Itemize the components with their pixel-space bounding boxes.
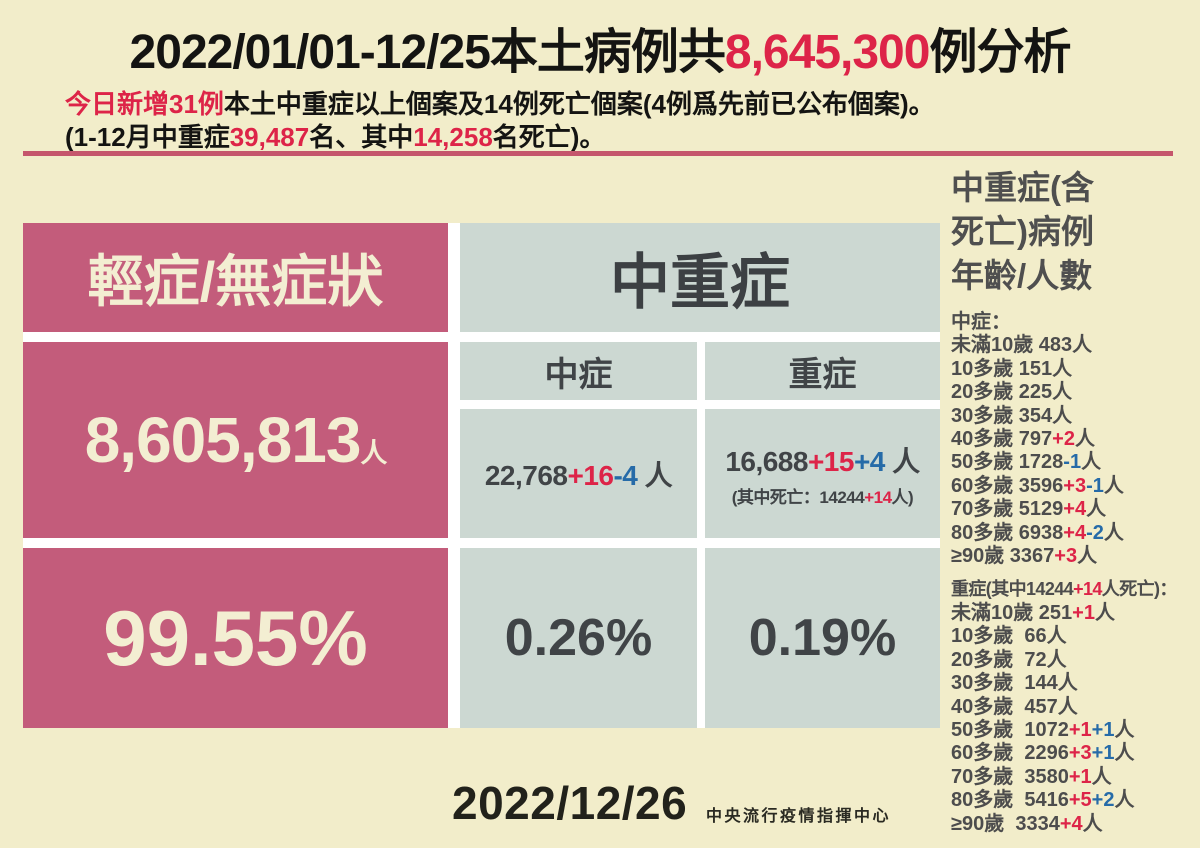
age-row: 10多歲 66人 bbox=[951, 625, 1067, 648]
age-row: 40多歲 457人 bbox=[951, 695, 1078, 718]
severe-count-value: 16,688+15+4 人 bbox=[725, 445, 920, 477]
moderate-age-list: 未滿10歲 483人 10多歲 151人 20多歲 225人 30多歲 354人… bbox=[951, 334, 1197, 568]
age-row: 60多歲 2296+3+1人 bbox=[951, 742, 1135, 765]
moderate-count-box: 22,768+16-4 人 bbox=[460, 409, 697, 538]
age-row: 40多歲 797+2人 bbox=[951, 428, 1095, 451]
age-breakdown-panel: 中重症(含 死亡)病例 年齡/人數 中症： 未滿10歲 483人 10多歲 15… bbox=[951, 166, 1197, 836]
age-row: ≥90歲 3334+4人 bbox=[951, 812, 1103, 835]
severe-percent-box: 0.19% bbox=[705, 548, 940, 728]
age-row: 20多歲 225人 bbox=[951, 381, 1073, 404]
moderate-label: 中症 bbox=[544, 355, 613, 394]
age-row: 10多歲 151人 bbox=[951, 357, 1073, 380]
age-row: 80多歲 6938+4-2人 bbox=[951, 521, 1124, 544]
age-row: 20多歲 72人 bbox=[951, 648, 1067, 671]
severe-age-list: 未滿10歲 251+1人 10多歲 66人 20多歲 72人 30多歲 144人… bbox=[951, 602, 1197, 836]
mild-percent-box: 99.55% bbox=[23, 548, 448, 728]
divider-line bbox=[23, 151, 1173, 156]
moderate-severe-title-box: 中重症 bbox=[460, 223, 940, 332]
mild-title-label: 輕症/無症狀 bbox=[87, 250, 384, 313]
summary-grid: 輕症/無症狀 中重症 8,605,813人 中症 重症 22,768+16-4 … bbox=[23, 223, 940, 728]
age-row: 70多歲 3580+1人 bbox=[951, 765, 1112, 788]
age-row: 30多歲 144人 bbox=[951, 672, 1078, 695]
mild-title-box: 輕症/無症狀 bbox=[23, 223, 448, 332]
mild-count-value: 8,605,813人 bbox=[84, 404, 388, 476]
footer-date: 2022/12/26 bbox=[452, 777, 688, 829]
age-row: 未滿10歲 251+1人 bbox=[951, 601, 1115, 624]
severe-percent-value: 0.19% bbox=[748, 609, 897, 667]
moderate-count-value: 22,768+16-4 人 bbox=[484, 459, 673, 491]
severe-label: 重症 bbox=[788, 355, 857, 394]
age-row: 80多歲 5416+5+2人 bbox=[951, 789, 1135, 812]
subtitle-line2: (1-12月中重症39,487名、其中14,258名死亡)。 bbox=[65, 122, 606, 152]
footer-org-label: 中央流行疫情指揮中心 bbox=[706, 808, 892, 825]
severe-label-box: 重症 bbox=[705, 342, 940, 400]
age-row: 50多歲 1728-1人 bbox=[951, 451, 1102, 474]
moderate-percent-value: 0.26% bbox=[504, 609, 653, 667]
age-row: 30多歲 354人 bbox=[951, 404, 1073, 427]
severe-age-header: 重症(其中14244+14人死亡)： bbox=[951, 579, 1177, 600]
moderate-label-box: 中症 bbox=[460, 342, 697, 400]
mild-percent-value: 99.55% bbox=[103, 593, 368, 682]
age-panel-title: 中重症(含 死亡)病例 年齡/人數 bbox=[951, 169, 1094, 294]
age-row: 未滿10歲 483人 bbox=[951, 334, 1093, 357]
mild-count-box: 8,605,813人 bbox=[23, 342, 448, 538]
age-row: 60多歲 3596+3-1人 bbox=[951, 474, 1124, 497]
age-row: 50多歲 1072+1+1人 bbox=[951, 718, 1135, 741]
moderate-percent-box: 0.26% bbox=[460, 548, 697, 728]
moderate-age-header: 中症： bbox=[951, 311, 1011, 333]
age-row: 70多歲 5129+4人 bbox=[951, 498, 1107, 521]
moderate-age-section: 中症： 未滿10歲 483人 10多歲 151人 20多歲 225人 30多歲 … bbox=[951, 311, 1197, 568]
severe-count-box: 16,688+15+4 人 (其中死亡：14244+14人) bbox=[705, 409, 940, 538]
severe-death-note: (其中死亡：14244+14人) bbox=[731, 487, 914, 507]
moderate-severe-title-label: 中重症 bbox=[610, 249, 790, 316]
page-title: 2022/01/01-12/25本土病例共8,645,300例分析 bbox=[129, 26, 1072, 79]
severe-age-section: 重症(其中14244+14人死亡)： 未滿10歲 251+1人 10多歲 66人… bbox=[951, 578, 1197, 835]
subtitle-line1: 今日新增31例本土中重症以上個案及14例死亡個案(4例爲先前已公布個案)。 bbox=[65, 89, 935, 119]
age-row: ≥90歲 3367+3人 bbox=[951, 545, 1098, 568]
